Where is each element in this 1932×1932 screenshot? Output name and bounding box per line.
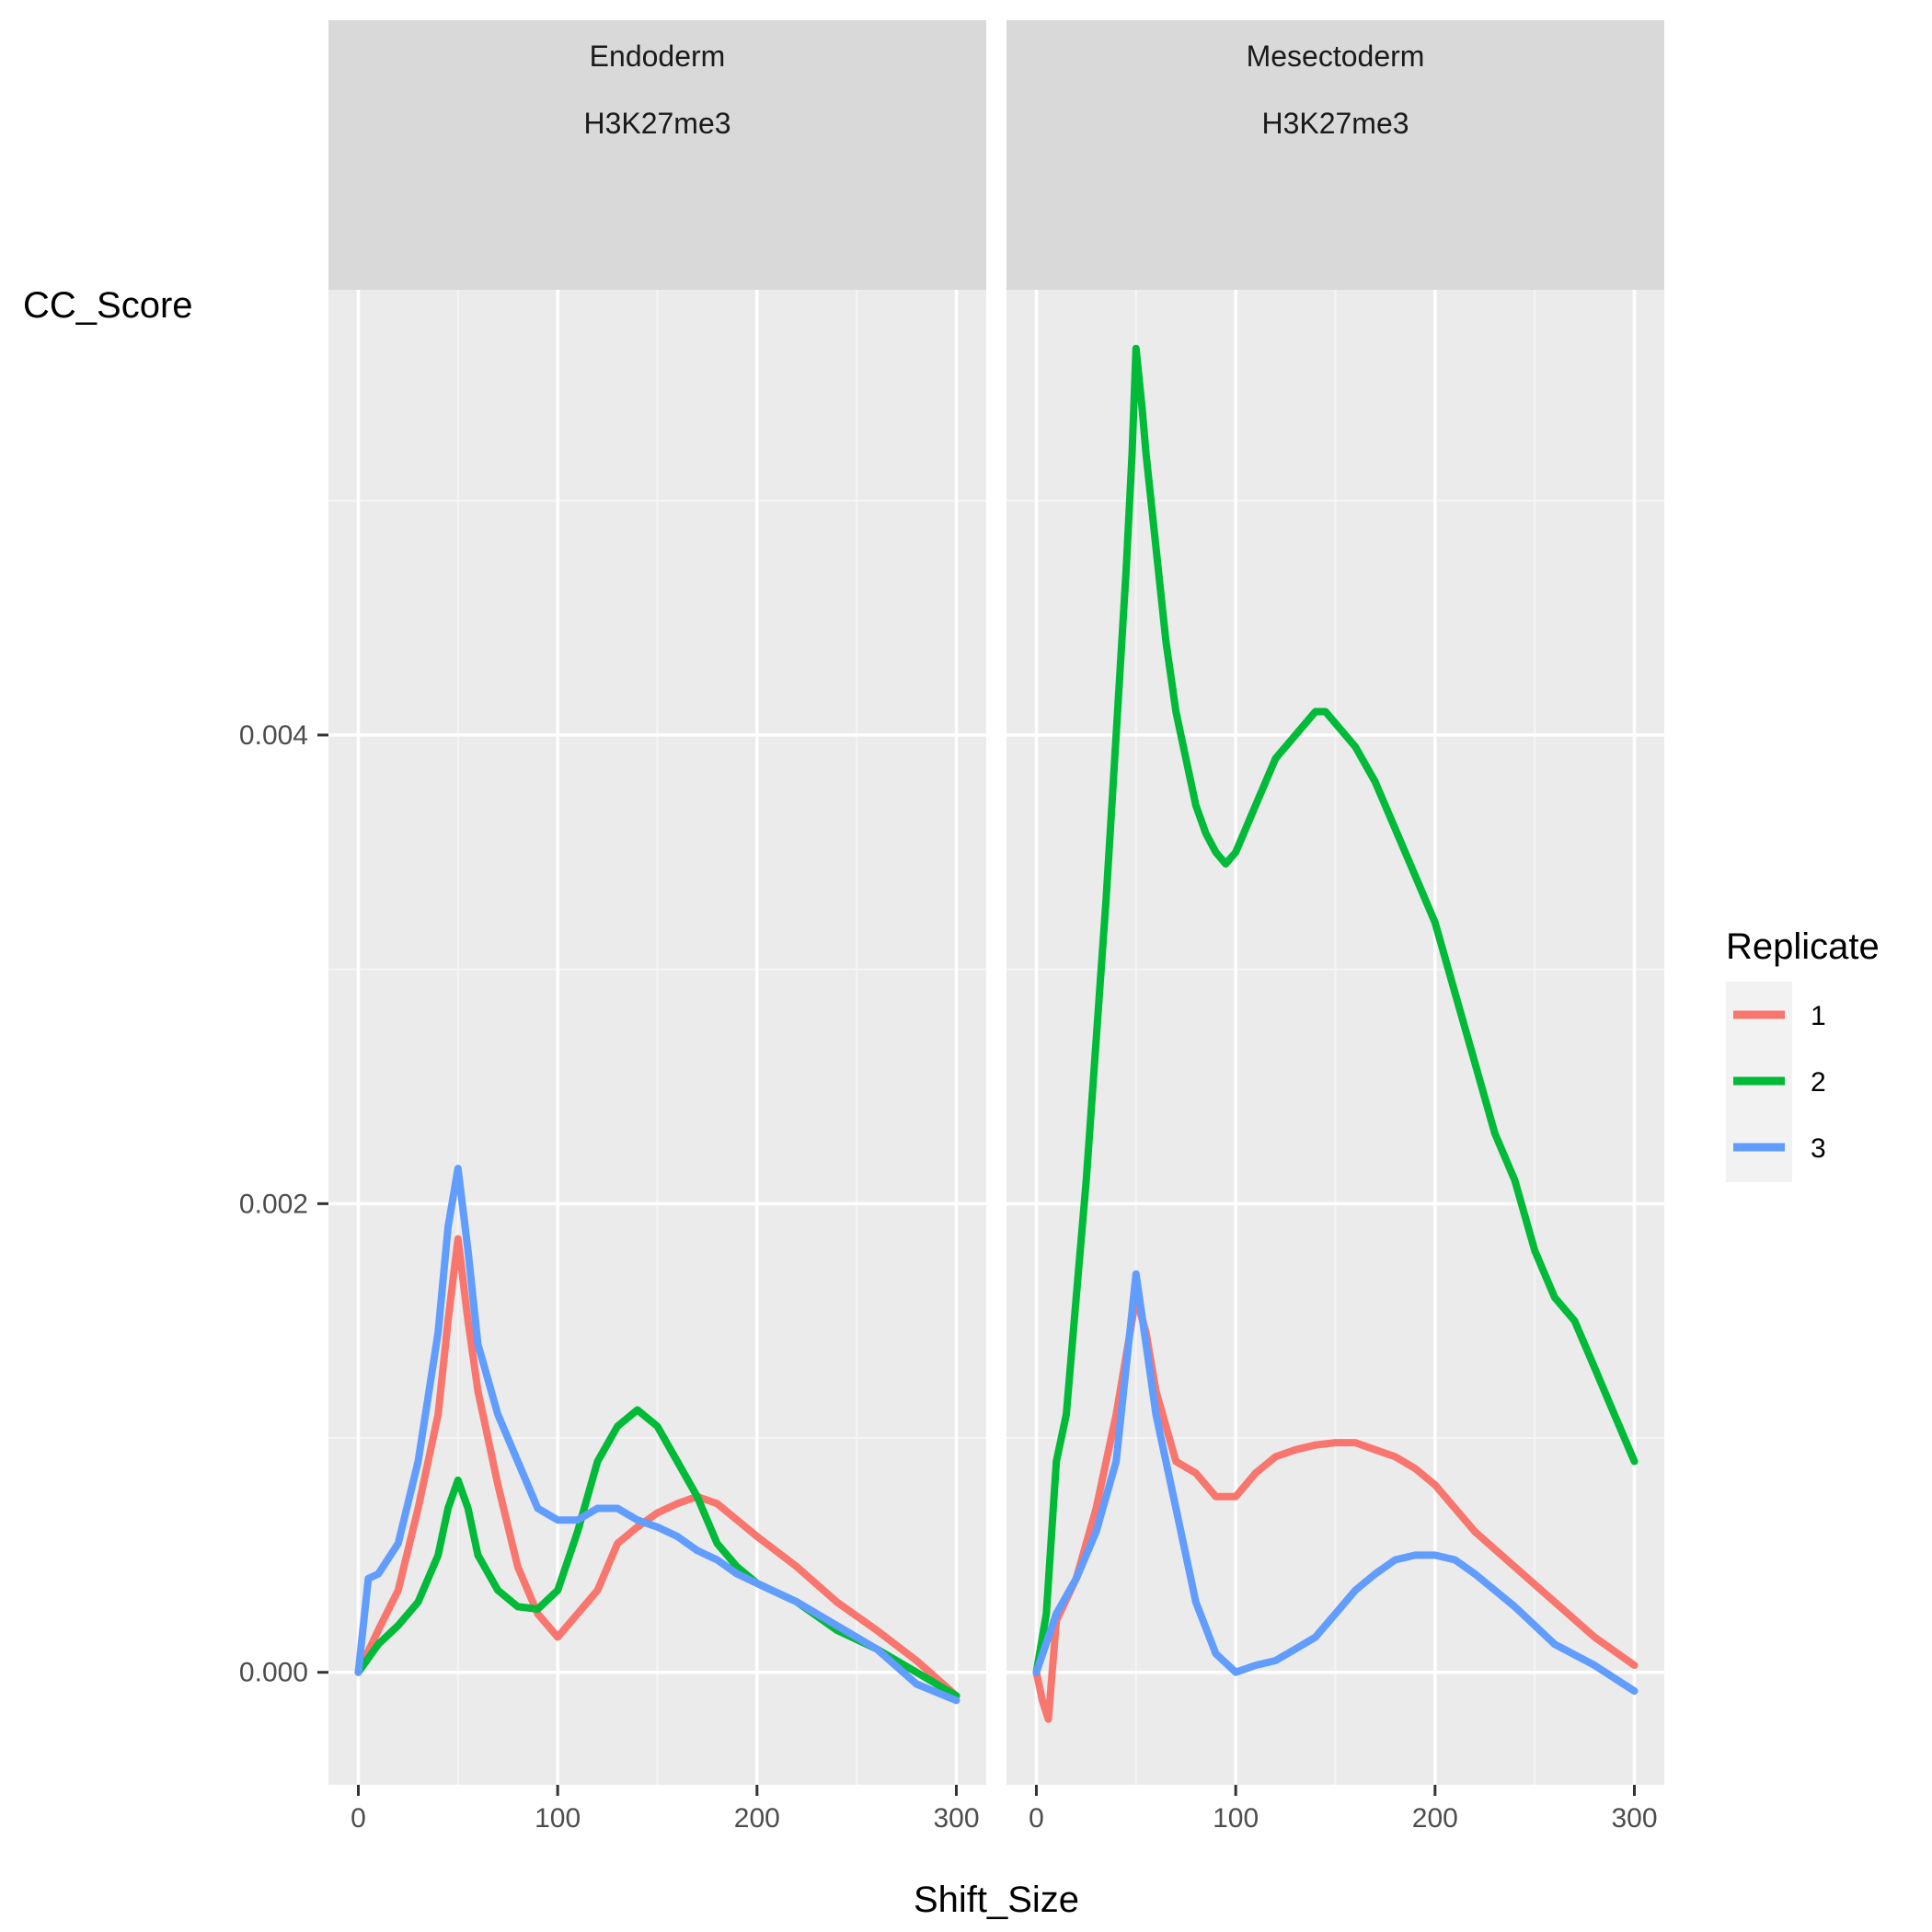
grid-lines xyxy=(1006,290,1664,1785)
legend-title: Replicate xyxy=(1726,926,1880,967)
legend: Replicate 1 2 3 xyxy=(1726,926,1880,1182)
x-tick-label: 100 xyxy=(535,1803,581,1834)
legend-entries: 1 2 3 xyxy=(1733,1001,1826,1164)
series-line-replicate-2 xyxy=(1032,344,1639,1676)
x-tick-label: 300 xyxy=(933,1803,979,1834)
strip-label-mark: H3K27me3 xyxy=(1261,107,1409,140)
x-axis-title: Shift_Size xyxy=(914,1880,1079,1920)
x-tick-label: 200 xyxy=(734,1803,780,1834)
series-group xyxy=(354,1165,960,1705)
y-tick-label: 0.000 xyxy=(239,1658,308,1688)
x-tick-label: 100 xyxy=(1213,1803,1259,1834)
y-tick-label: 0.004 xyxy=(239,720,308,751)
series-line-replicate-1 xyxy=(354,1235,960,1700)
y-axis-title: CC_Score xyxy=(23,285,193,326)
series-line-replicate-1 xyxy=(1032,1294,1639,1723)
x-tick-label: 200 xyxy=(1412,1803,1458,1834)
y-tick-label: 0.002 xyxy=(239,1189,308,1219)
legend-label-replicate-2: 2 xyxy=(1811,1067,1826,1098)
series-line-replicate-3 xyxy=(354,1165,960,1705)
x-tick-label: 300 xyxy=(1611,1803,1657,1834)
y-axis: 0.000 0.002 0.004 xyxy=(239,720,328,1688)
strip-label-cell-type: Endoderm xyxy=(590,40,726,73)
panel-mesectoderm: Mesectoderm H3K27me3 xyxy=(1006,20,1664,1785)
legend-label-replicate-3: 3 xyxy=(1811,1133,1826,1164)
legend-label-replicate-1: 1 xyxy=(1811,1001,1826,1031)
strip-label-cell-type: Mesectoderm xyxy=(1247,40,1425,73)
series-group xyxy=(1032,344,1639,1723)
panel-endoderm: Endoderm H3K27me3 xyxy=(328,20,986,1785)
strip-label-mark: H3K27me3 xyxy=(583,107,730,140)
grid-lines xyxy=(328,290,986,1785)
series-line-replicate-3 xyxy=(1032,1270,1639,1696)
strip-background xyxy=(1006,20,1664,290)
x-axis: 0 100 200 300 0 100 200 300 xyxy=(351,1785,1658,1834)
x-tick-label: 0 xyxy=(351,1803,366,1834)
x-tick-label: 0 xyxy=(1029,1803,1044,1834)
strip-background xyxy=(328,20,986,290)
